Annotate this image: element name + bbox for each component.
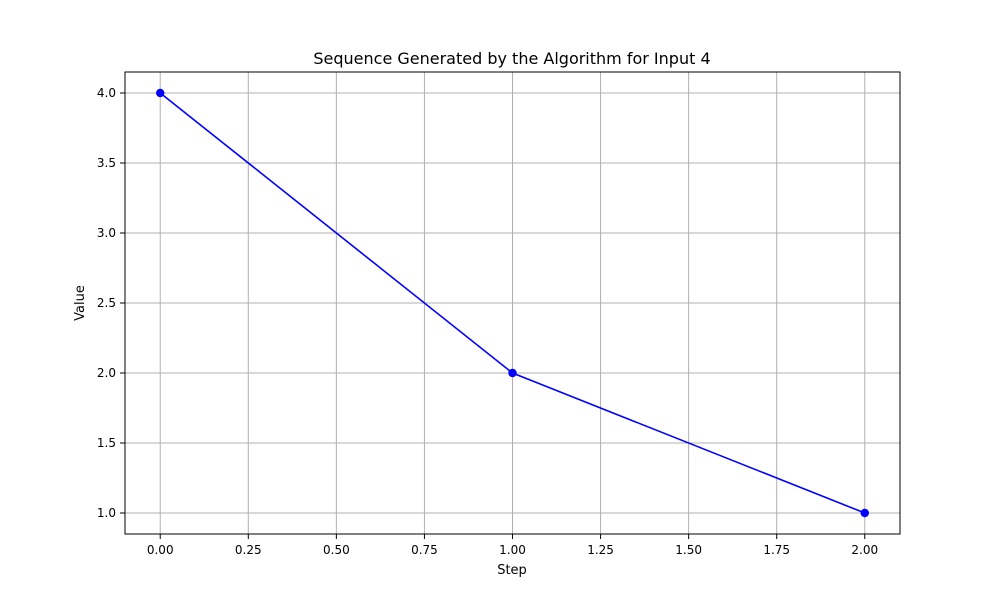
y-tick-label: 3.5 [97,156,116,170]
x-axis-label: Step [497,563,527,578]
grid-lines [125,72,900,534]
x-tick-label: 0.50 [323,543,350,557]
series-layer [156,88,869,518]
data-point [508,368,517,378]
y-tick-label: 2.5 [97,296,116,310]
data-point [860,508,869,518]
x-tick-label: 2.00 [851,543,878,557]
y-tick-label: 2.0 [97,366,116,380]
y-tick-label: 1.5 [97,436,116,450]
x-tick-label: 1.25 [587,543,614,557]
y-tick-label: 4.0 [97,86,116,100]
x-tick-label: 0.00 [147,543,174,557]
y-tick-label: 1.0 [97,506,116,520]
y-tick-label: 3.0 [97,226,116,240]
x-tick-label: 1.75 [763,543,790,557]
chart-title: Sequence Generated by the Algorithm for … [313,49,710,68]
tick-marks [120,92,866,539]
y-axis-label: Value [73,285,88,321]
x-tick-label: 1.50 [675,543,702,557]
x-tick-label: 0.75 [411,543,438,557]
data-point [156,88,165,98]
x-tick-label: 1.00 [499,543,526,557]
x-tick-label: 0.25 [235,543,262,557]
